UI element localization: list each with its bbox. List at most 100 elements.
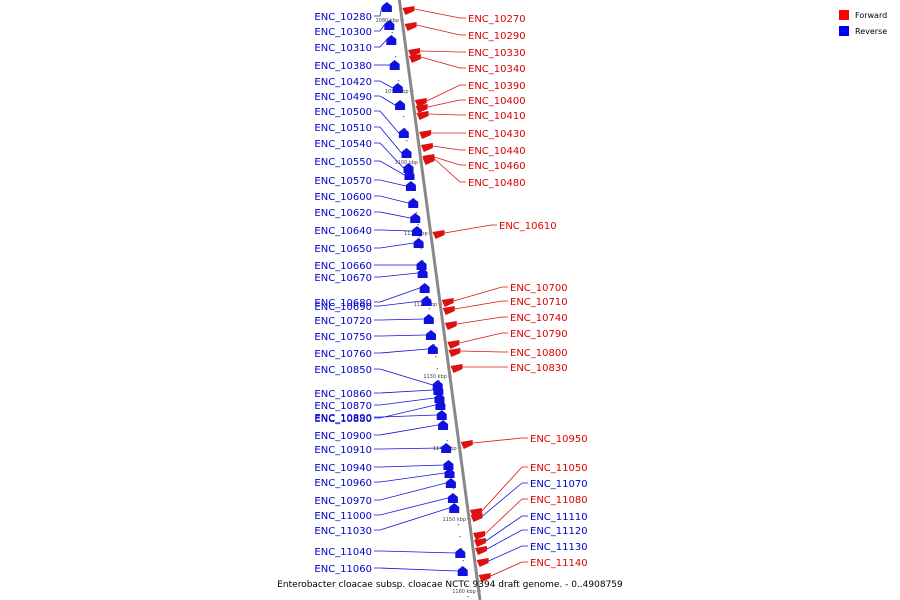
forward-feature[interactable] <box>404 22 417 31</box>
reverse-gene-label[interactable]: ENC_10600 <box>314 192 372 203</box>
reverse-gene-label[interactable]: ENC_11030 <box>314 526 372 537</box>
reverse-feature[interactable] <box>423 314 434 324</box>
forward-feature[interactable] <box>408 54 421 63</box>
reverse-feature[interactable] <box>384 20 395 30</box>
forward-feature[interactable] <box>408 48 421 57</box>
reverse-feature[interactable] <box>403 163 414 173</box>
reverse-gene-label[interactable]: ENC_10670 <box>314 273 372 284</box>
forward-feature[interactable] <box>444 321 457 330</box>
reverse-feature[interactable] <box>449 503 460 513</box>
reverse-gene-label[interactable]: ENC_10960 <box>314 478 372 489</box>
reverse-gene-label[interactable]: ENC_10280 <box>314 12 372 23</box>
reverse-gene-label[interactable]: ENC_10510 <box>314 123 372 134</box>
reverse-gene-label[interactable]: ENC_10860 <box>314 389 372 400</box>
forward-feature[interactable] <box>420 143 433 152</box>
reverse-gene-label[interactable]: ENC_10640 <box>314 226 372 237</box>
reverse-feature[interactable] <box>386 35 397 45</box>
reverse-feature[interactable] <box>417 268 428 278</box>
reverse-gene-label[interactable]: ENC_10880 <box>314 414 372 425</box>
forward-feature[interactable] <box>447 340 460 349</box>
reverse-feature[interactable] <box>457 566 468 576</box>
reverse-gene-label[interactable]: ENC_10970 <box>314 496 372 507</box>
reverse-feature[interactable] <box>445 478 456 488</box>
forward-gene-label[interactable]: ENC_10610 <box>499 221 557 232</box>
reverse-gene-label[interactable]: ENC_10300 <box>314 27 372 38</box>
forward-feature[interactable] <box>450 364 463 373</box>
reverse-gene-label[interactable]: ENC_10380 <box>314 61 372 72</box>
reverse-gene-label[interactable]: ENC_10870 <box>314 401 372 412</box>
forward-feature[interactable] <box>460 440 473 449</box>
forward-gene-label[interactable]: ENC_11110 <box>530 512 588 523</box>
forward-feature[interactable] <box>448 348 461 357</box>
reverse-gene-label[interactable]: ENC_10750 <box>314 332 372 343</box>
forward-gene-label[interactable]: ENC_10430 <box>468 129 526 140</box>
forward-gene-label[interactable]: ENC_10740 <box>510 313 568 324</box>
reverse-feature[interactable] <box>395 100 406 110</box>
forward-feature[interactable] <box>476 558 489 567</box>
forward-gene-label[interactable]: ENC_11050 <box>530 463 588 474</box>
forward-feature[interactable] <box>473 538 486 547</box>
reverse-gene-label[interactable]: ENC_10720 <box>314 316 372 327</box>
reverse-feature[interactable] <box>405 181 416 191</box>
forward-gene-label[interactable]: ENC_11070 <box>530 479 588 490</box>
forward-gene-label[interactable]: ENC_10830 <box>510 363 568 374</box>
forward-feature[interactable] <box>442 306 455 315</box>
reverse-gene-label[interactable]: ENC_10660 <box>314 261 372 272</box>
reverse-feature[interactable] <box>427 344 438 354</box>
forward-gene-label[interactable]: ENC_10480 <box>468 178 526 189</box>
forward-feature[interactable] <box>419 130 432 139</box>
reverse-feature[interactable] <box>381 2 392 12</box>
reverse-feature[interactable] <box>433 385 444 395</box>
forward-feature[interactable] <box>475 546 488 555</box>
reverse-feature[interactable] <box>435 400 446 410</box>
forward-gene-label[interactable]: ENC_10410 <box>468 111 526 122</box>
forward-gene-label[interactable]: ENC_10390 <box>468 81 526 92</box>
forward-gene-label[interactable]: ENC_10710 <box>510 297 568 308</box>
reverse-feature[interactable] <box>436 410 447 420</box>
reverse-gene-label[interactable]: ENC_10570 <box>314 176 372 187</box>
reverse-feature[interactable] <box>441 443 452 453</box>
reverse-feature[interactable] <box>419 283 430 293</box>
reverse-feature[interactable] <box>401 148 412 158</box>
reverse-gene-label[interactable]: ENC_11040 <box>314 547 372 558</box>
reverse-feature[interactable] <box>443 460 454 470</box>
forward-feature[interactable] <box>441 298 454 307</box>
forward-feature[interactable] <box>416 111 429 120</box>
forward-feature[interactable] <box>432 230 445 239</box>
reverse-gene-label[interactable]: ENC_10760 <box>314 349 372 360</box>
reverse-gene-label[interactable]: ENC_10550 <box>314 157 372 168</box>
forward-gene-label[interactable]: ENC_10460 <box>468 161 526 172</box>
reverse-gene-label[interactable]: ENC_10500 <box>314 107 372 118</box>
forward-gene-label[interactable]: ENC_10330 <box>468 48 526 59</box>
forward-gene-label[interactable]: ENC_10950 <box>530 434 588 445</box>
reverse-feature[interactable] <box>434 393 445 403</box>
reverse-feature[interactable] <box>411 226 422 236</box>
forward-feature[interactable] <box>470 513 483 522</box>
reverse-gene-label[interactable]: ENC_10890 <box>314 413 372 424</box>
forward-gene-label[interactable]: ENC_10800 <box>510 348 568 359</box>
reverse-feature[interactable] <box>447 493 458 503</box>
forward-feature[interactable] <box>415 104 428 113</box>
reverse-gene-label[interactable]: ENC_10850 <box>314 365 372 376</box>
reverse-gene-label[interactable]: ENC_10540 <box>314 139 372 150</box>
reverse-feature[interactable] <box>438 420 449 430</box>
reverse-feature[interactable] <box>413 238 424 248</box>
reverse-gene-label[interactable]: ENC_10310 <box>314 43 372 54</box>
reverse-gene-label[interactable]: ENC_11000 <box>314 511 372 522</box>
forward-gene-label[interactable]: ENC_11080 <box>530 495 588 506</box>
reverse-gene-label[interactable]: ENC_10680 <box>314 298 372 309</box>
forward-gene-label[interactable]: ENC_11130 <box>530 542 588 553</box>
forward-gene-label[interactable]: ENC_10700 <box>510 283 568 294</box>
reverse-feature[interactable] <box>410 213 421 223</box>
reverse-feature[interactable] <box>416 260 427 270</box>
forward-feature[interactable] <box>414 98 427 107</box>
forward-gene-label[interactable]: ENC_11140 <box>530 558 588 569</box>
forward-gene-label[interactable]: ENC_10790 <box>510 329 568 340</box>
reverse-feature[interactable] <box>421 296 432 306</box>
reverse-feature[interactable] <box>392 83 403 93</box>
forward-feature[interactable] <box>472 531 485 540</box>
reverse-gene-label[interactable]: ENC_10690 <box>314 302 372 313</box>
reverse-gene-label[interactable]: ENC_10940 <box>314 463 372 474</box>
reverse-gene-label[interactable]: ENC_10490 <box>314 92 372 103</box>
reverse-feature[interactable] <box>408 198 419 208</box>
